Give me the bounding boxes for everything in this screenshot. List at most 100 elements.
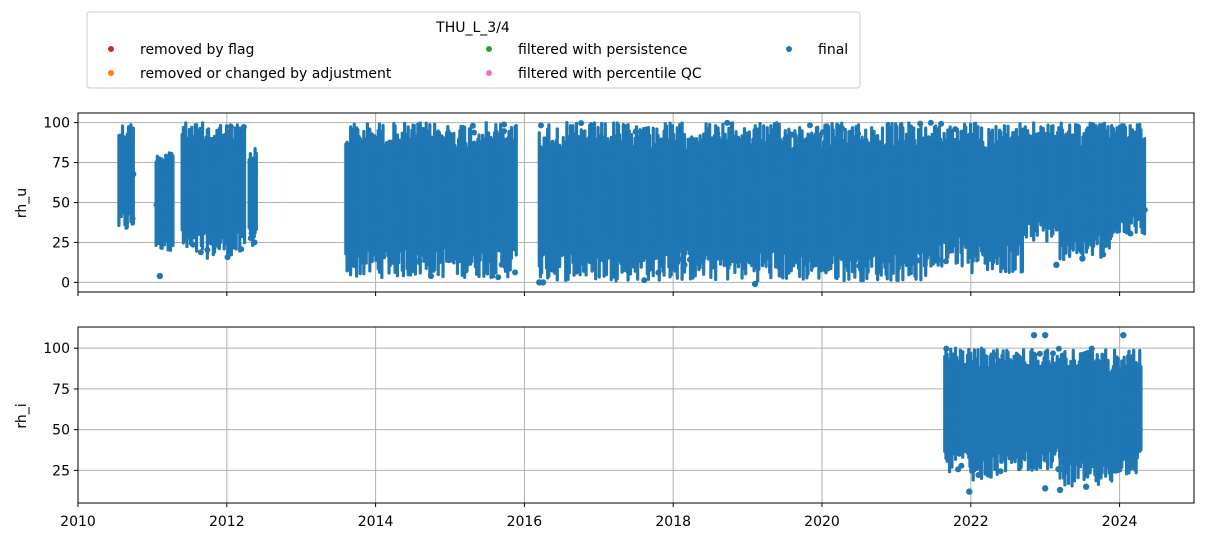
panel-rh-u: 0 25 50 75 100 rh_u: [14, 112, 1195, 296]
data-point: [378, 201, 385, 208]
data-point: [957, 424, 964, 431]
legend-marker-filtered-persistence: [486, 46, 492, 52]
data-point: [252, 171, 259, 178]
data-point: [1128, 356, 1135, 363]
data-point: [1124, 392, 1131, 399]
data-point: [968, 207, 975, 214]
data-point: [416, 258, 423, 265]
data-point: [204, 246, 211, 253]
data-point: [440, 184, 447, 191]
data-point: [1011, 454, 1018, 461]
data-point: [205, 170, 212, 177]
data-point: [983, 147, 990, 154]
data-point: [678, 138, 685, 145]
data-point: [855, 130, 862, 137]
data-point: [947, 411, 954, 418]
data-point: [156, 272, 164, 280]
data-point: [389, 209, 396, 216]
data-point: [215, 166, 222, 173]
data-point: [687, 225, 694, 232]
data-point: [879, 179, 886, 186]
data-point: [743, 184, 750, 191]
data-point: [463, 231, 470, 238]
data-point: [679, 256, 686, 263]
data-point: [206, 178, 213, 185]
data-point: [128, 138, 135, 145]
data-point: [391, 259, 398, 266]
data-point: [1094, 442, 1101, 449]
data-point: [945, 373, 952, 380]
data-point: [901, 147, 908, 154]
data-point: [805, 179, 812, 186]
data-point: [966, 488, 973, 495]
x-tick-label: 2018: [655, 514, 691, 530]
data-point: [968, 163, 975, 170]
legend-marker-removed-by-flag: [108, 46, 114, 52]
data-point: [636, 155, 643, 162]
panel-rh-i-ylabel: rh_i: [14, 403, 30, 428]
data-point: [386, 240, 393, 247]
data-point: [422, 196, 429, 203]
data-point: [247, 235, 254, 242]
data-point: [657, 158, 664, 165]
data-point: [578, 200, 585, 207]
data-point: [995, 416, 1002, 423]
data-point: [1056, 486, 1064, 494]
data-point: [850, 242, 857, 249]
data-point: [227, 123, 234, 130]
data-point: [496, 233, 503, 240]
panel-rh-i-yticks: 25 50 75 100: [43, 341, 78, 479]
data-point: [1022, 213, 1029, 220]
data-point: [1020, 179, 1027, 186]
data-point: [1103, 210, 1110, 217]
data-point: [1112, 194, 1119, 201]
data-point: [512, 269, 519, 276]
data-point: [1048, 218, 1055, 225]
x-tick-label: 2010: [60, 514, 96, 530]
legend-frame: [86, 11, 861, 89]
data-point: [605, 164, 612, 171]
data-point: [403, 164, 410, 171]
data-point: [724, 119, 731, 126]
data-point: [390, 217, 397, 224]
data-point: [839, 125, 846, 132]
data-point: [579, 216, 586, 223]
data-point: [1110, 448, 1117, 455]
y-tick-label: 50: [52, 423, 70, 439]
data-point: [196, 138, 203, 145]
data-point: [663, 141, 670, 148]
data-point: [931, 135, 938, 142]
data-point: [1114, 199, 1121, 206]
data-point: [1082, 483, 1090, 490]
data-point: [578, 120, 585, 127]
data-point: [553, 238, 560, 245]
data-point: [897, 254, 904, 261]
data-point: [428, 273, 435, 280]
data-point: [902, 235, 909, 242]
data-point: [1123, 182, 1130, 189]
data-point: [814, 248, 821, 255]
data-point: [401, 179, 408, 186]
panel-rh-u-xticks: [77, 292, 1121, 296]
y-tick-label: 25: [52, 235, 70, 251]
data-point: [952, 126, 959, 133]
data-point: [1036, 131, 1043, 138]
data-point: [743, 171, 750, 178]
data-point: [823, 123, 830, 130]
data-point: [399, 137, 406, 144]
data-point: [929, 207, 936, 214]
data-point: [971, 193, 978, 200]
panel-rh-i-frame: [77, 326, 1195, 504]
data-point: [855, 188, 862, 195]
data-point: [510, 218, 517, 225]
data-point: [1009, 361, 1016, 368]
data-point: [1122, 207, 1129, 214]
data-point: [238, 246, 245, 253]
legend-marker-percentile-qc: [486, 70, 492, 76]
data-point: [640, 217, 647, 224]
data-point: [358, 200, 365, 207]
data-point: [995, 171, 1002, 178]
data-point: [765, 185, 772, 192]
data-point: [166, 194, 173, 201]
